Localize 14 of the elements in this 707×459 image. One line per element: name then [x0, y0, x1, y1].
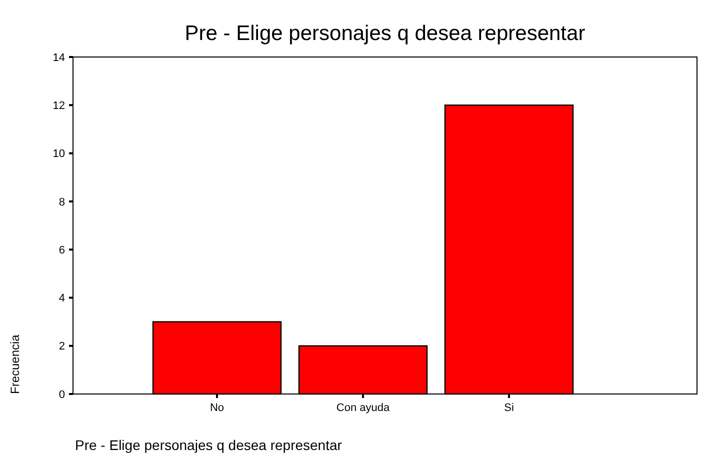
y-tick-label: 4 — [58, 292, 65, 305]
x-tick-label: No — [210, 402, 224, 414]
x-axis-title: Pre - Elige personajes q desea representar — [75, 437, 342, 453]
y-tick-label: 2 — [58, 340, 65, 353]
x-tick-label: Con ayuda — [336, 402, 390, 414]
y-tick-label: 12 — [52, 100, 65, 112]
x-tick-label: Si — [504, 402, 514, 414]
y-tick-label: 6 — [58, 244, 65, 256]
y-tick-label: 0 — [58, 388, 65, 401]
y-tick-label: 14 — [52, 52, 65, 64]
chart-title: Pre - Elige personajes q desea representar — [184, 22, 586, 45]
y-axis-title: Frecuencia — [8, 334, 22, 394]
y-tick-label: 8 — [58, 196, 65, 208]
y-tick-label: 10 — [52, 148, 65, 160]
